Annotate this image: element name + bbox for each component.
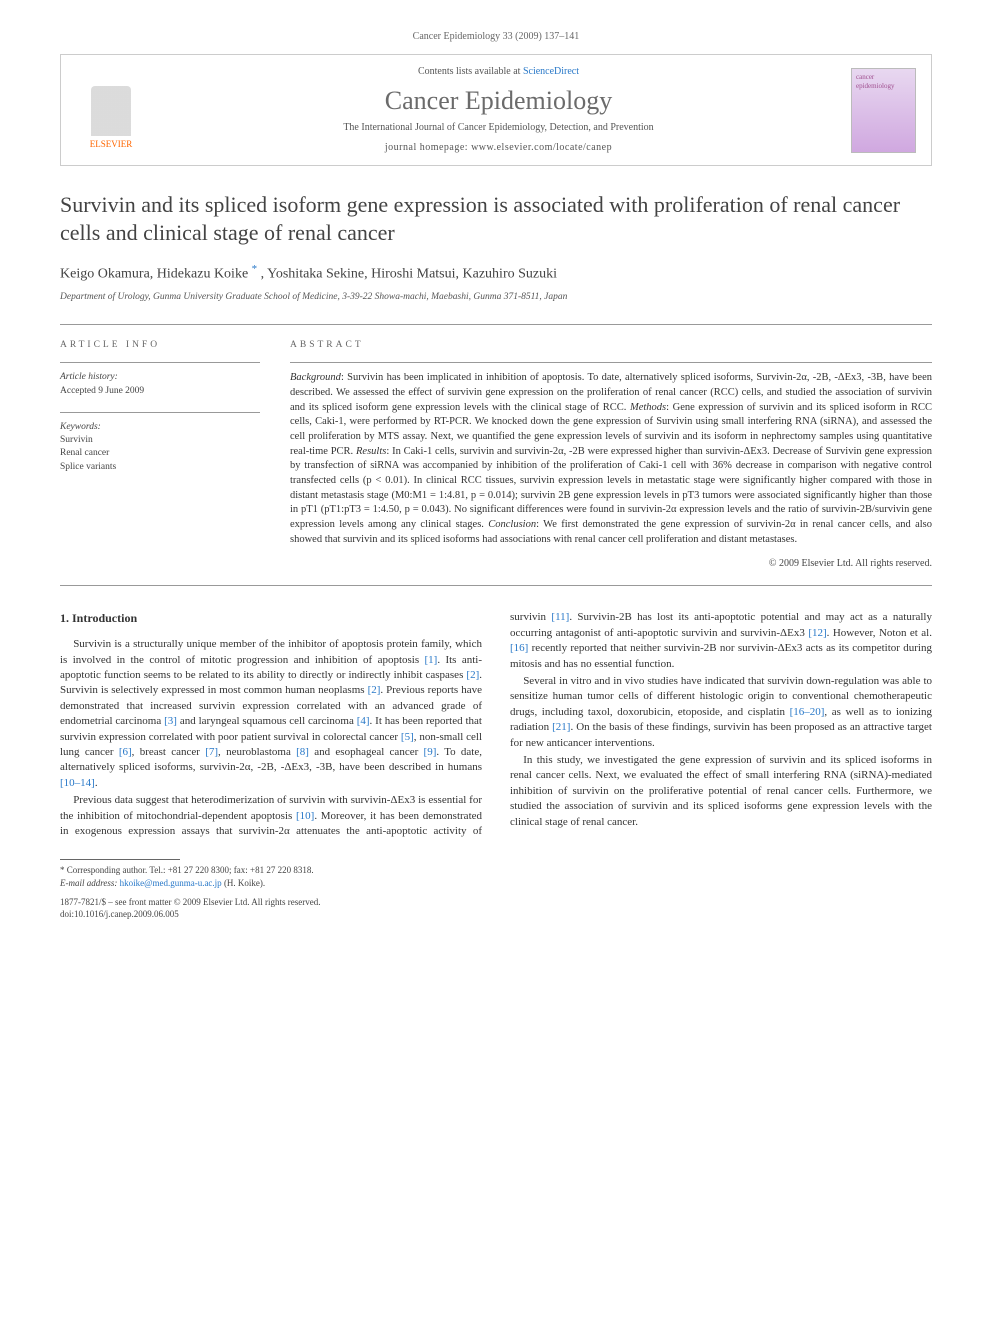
body-text: . However, Noton et al. (827, 627, 932, 639)
journal-homepage: journal homepage: www.elsevier.com/locat… (161, 141, 836, 155)
authors-after-corr: , Yoshitaka Sekine, Hiroshi Matsui, Kazu… (261, 267, 557, 282)
email-line: E-mail address: hkoike@med.gunma-u.ac.jp… (60, 877, 932, 890)
citation-link[interactable]: [5] (401, 731, 414, 743)
citation-link[interactable]: [21] (552, 721, 570, 733)
abstract-methods-label: Methods (630, 402, 666, 413)
citation-link[interactable]: [4] (357, 715, 370, 727)
abstract-results-text: : In Caki-1 cells, survivin and survivin… (290, 446, 932, 530)
body-text: recently reported that neither survivin-… (510, 642, 932, 669)
abstract-column: ABSTRACT Background: Survivin has been i… (290, 339, 932, 572)
email-link[interactable]: hkoike@med.gunma-u.ac.jp (120, 878, 222, 888)
abstract-heading: ABSTRACT (290, 339, 932, 352)
body-text: and esophageal cancer (309, 746, 424, 758)
footnote-divider (60, 859, 180, 860)
citation-link[interactable]: [1] (425, 654, 438, 666)
body-text: . On the basis of these findings, surviv… (510, 721, 932, 748)
body-paragraph: Survivin is a structurally unique member… (60, 637, 482, 791)
email-label: E-mail address: (60, 878, 120, 888)
citation-link[interactable]: [6] (119, 746, 132, 758)
citation-link[interactable]: [10–14] (60, 777, 95, 789)
keyword: Splice variants (60, 461, 260, 474)
page-footer: * Corresponding author. Tel.: +81 27 220… (60, 859, 932, 920)
divider (60, 362, 260, 363)
article-body: 1. Introduction Survivin is a structural… (60, 610, 932, 839)
body-paragraph: Several in vitro and in vivo studies hav… (510, 674, 932, 751)
divider (290, 362, 932, 363)
contents-prefix: Contents lists available at (418, 66, 523, 77)
issn-copyright-line: 1877-7821/$ – see front matter © 2009 El… (60, 896, 932, 909)
citation-link[interactable]: [16–20] (790, 706, 825, 718)
citation-link[interactable]: [9] (424, 746, 437, 758)
meta-and-abstract-row: ARTICLE INFO Article history: Accepted 9… (60, 325, 932, 586)
elsevier-tree-icon (91, 86, 131, 136)
journal-subtitle: The International Journal of Cancer Epid… (161, 121, 836, 135)
article-title: Survivin and its spliced isoform gene ex… (60, 191, 932, 246)
journal-name: Cancer Epidemiology (161, 83, 836, 119)
citation-link[interactable]: [2] (466, 669, 479, 681)
citation-link[interactable]: [10] (296, 810, 314, 822)
divider (60, 412, 260, 413)
citation-link[interactable]: [11] (551, 611, 569, 623)
introduction-heading: 1. Introduction (60, 610, 482, 627)
keywords-label: Keywords: (60, 421, 260, 434)
article-info-column: ARTICLE INFO Article history: Accepted 9… (60, 339, 260, 572)
body-text: Survivin is a structurally unique member… (60, 638, 482, 665)
corresponding-author-marker: * (252, 263, 258, 275)
citation-link[interactable]: [2] (368, 684, 381, 696)
body-text: , breast cancer (132, 746, 206, 758)
citation-link[interactable]: [8] (296, 746, 309, 758)
journal-masthead: ELSEVIER Contents lists available at Sci… (60, 54, 932, 166)
citation-link[interactable]: [3] (164, 715, 177, 727)
contents-available-line: Contents lists available at ScienceDirec… (161, 65, 836, 79)
divider (60, 585, 932, 586)
body-text: and laryngeal squamous cell carcinoma (177, 715, 357, 727)
body-text: , neuroblastoma (218, 746, 296, 758)
citation-link[interactable]: [7] (205, 746, 218, 758)
body-paragraph: In this study, we investigated the gene … (510, 753, 932, 830)
abstract-copyright: © 2009 Elsevier Ltd. All rights reserved… (290, 557, 932, 571)
body-text: . (95, 777, 98, 789)
article-history-label: Article history: (60, 371, 260, 384)
corresponding-author-note: * Corresponding author. Tel.: +81 27 220… (60, 864, 932, 877)
doi-line: doi:10.1016/j.canep.2009.06.005 (60, 908, 932, 921)
abstract-conclusion-label: Conclusion (488, 519, 536, 530)
sciencedirect-link[interactable]: ScienceDirect (523, 66, 579, 77)
abstract-background-label: Background (290, 372, 341, 383)
journal-cover-thumb: cancer epidemiology (851, 68, 916, 153)
running-header: Cancer Epidemiology 33 (2009) 137–141 (60, 30, 932, 44)
cover-label: cancer epidemiology (856, 73, 911, 93)
author-list: Keigo Okamura, Hidekazu Koike * , Yoshit… (60, 262, 932, 284)
abstract-text: Background: Survivin has been implicated… (290, 371, 932, 547)
article-history-value: Accepted 9 June 2009 (60, 385, 260, 398)
publisher-logo-label: ELSEVIER (90, 138, 133, 151)
keyword: Survivin (60, 434, 260, 447)
email-name: (H. Koike). (222, 878, 266, 888)
article-info-heading: ARTICLE INFO (60, 339, 260, 352)
keyword: Renal cancer (60, 447, 260, 460)
publisher-logo: ELSEVIER (76, 70, 146, 150)
abstract-results-label: Results (356, 446, 386, 457)
citation-link[interactable]: [16] (510, 642, 528, 654)
authors-before-corr: Keigo Okamura, Hidekazu Koike (60, 267, 248, 282)
body-text: In this study, we investigated the gene … (510, 754, 932, 828)
citation-link[interactable]: [12] (808, 627, 826, 639)
affiliation: Department of Urology, Gunma University … (60, 291, 932, 304)
journal-center: Contents lists available at ScienceDirec… (161, 65, 836, 155)
